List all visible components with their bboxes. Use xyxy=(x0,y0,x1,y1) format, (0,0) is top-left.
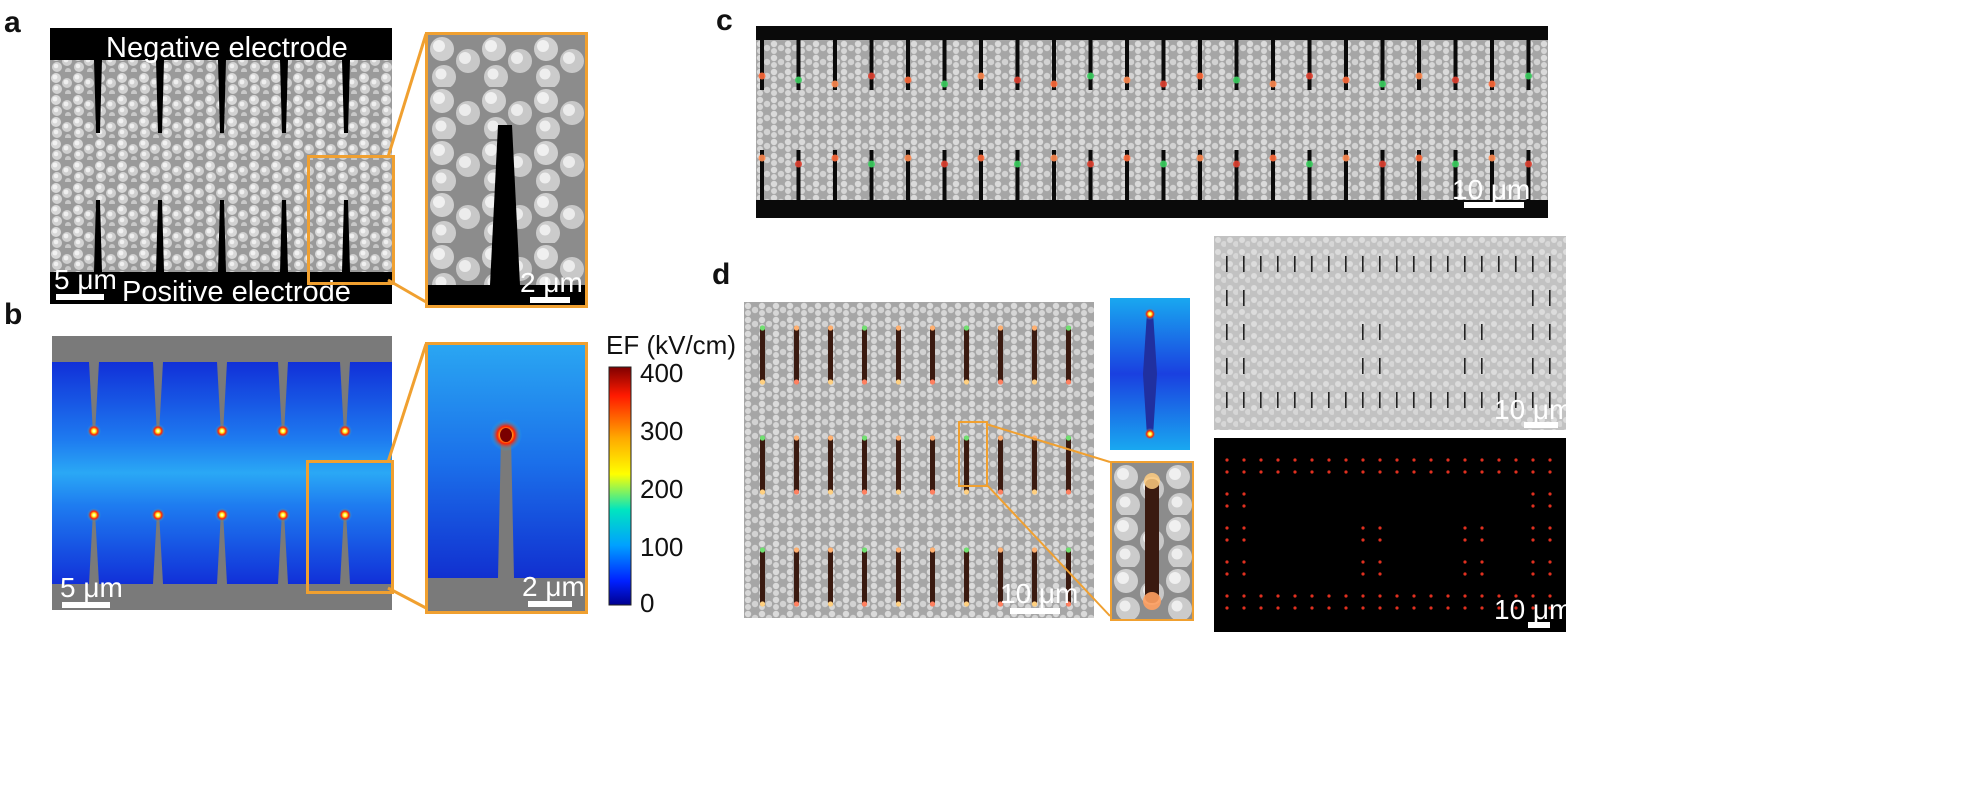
panel-b-zoom-box xyxy=(306,460,394,594)
panel-b-inset-scale-label: 2 μm xyxy=(522,571,585,602)
panel-d-fluor-scale-label: 10 μm xyxy=(1494,594,1566,625)
panel-letter-c: c xyxy=(716,4,733,37)
negative-electrode-label: Negative electrode xyxy=(106,32,348,64)
panel-letter-b: b xyxy=(4,298,23,331)
colorbar xyxy=(608,366,632,606)
panel-b-inset-scale-bar xyxy=(528,601,572,607)
panel-letter-d: d xyxy=(712,258,731,291)
panel-a-micrograph: Negative electrode Positive electrode 5 … xyxy=(50,28,392,304)
panel-a-scale-bar xyxy=(56,294,104,300)
panel-d-brightfield: 10 μm xyxy=(1214,236,1566,430)
panel-a-scale-label: 5 μm xyxy=(54,264,117,295)
panel-b-inset: 2 μm xyxy=(425,342,588,614)
panel-d-field-inset xyxy=(1110,298,1190,450)
panel-letter-a: a xyxy=(4,6,21,39)
panel-d-zoom-box xyxy=(958,421,988,487)
panel-d-micrograph: 10 μm xyxy=(744,302,1094,618)
colorbar-tick-200: 200 xyxy=(640,474,684,504)
panel-c-scale-label: 10 μm xyxy=(1452,174,1531,205)
colorbar-tick-100: 100 xyxy=(640,532,684,562)
panel-b-scale-bar xyxy=(62,602,110,608)
colorbar-tick-400: 400 xyxy=(640,358,684,388)
colorbar-tick-0: 0 xyxy=(640,588,655,618)
panel-a-inset: 2 μm xyxy=(425,32,588,308)
panel-a-zoom-lines xyxy=(386,33,428,304)
colorbar-title: EF (kV/cm) xyxy=(606,330,736,360)
panel-b-zoom-lines xyxy=(386,343,428,610)
panel-b-field-map: 5 μm xyxy=(52,336,392,610)
panel-c-scale-bar xyxy=(1464,202,1524,208)
panel-c-micrograph: 10 μm xyxy=(756,26,1548,218)
panel-a-inset-scale-label: 2 μm xyxy=(520,267,583,298)
panel-b-scale-label: 5 μm xyxy=(60,572,123,603)
panel-d-scale-label: 10 μm xyxy=(1000,578,1079,609)
panel-d-fluor-scale-bar xyxy=(1528,622,1550,628)
colorbar-tick-300: 300 xyxy=(640,416,684,446)
positive-electrode-label: Positive electrode xyxy=(122,276,351,304)
panel-a-inset-scale-bar xyxy=(530,297,570,303)
panel-d-fluorescence: 10 μm xyxy=(1214,438,1566,632)
panel-d-slit-inset xyxy=(1110,461,1194,621)
panel-d-bright-scale-bar xyxy=(1524,422,1558,428)
panel-d-bright-scale-label: 10 μm xyxy=(1494,394,1566,425)
panel-d-zoom-lines xyxy=(985,423,1111,617)
panel-a-zoom-box xyxy=(307,155,395,285)
panel-d-scale-bar xyxy=(1010,608,1060,614)
